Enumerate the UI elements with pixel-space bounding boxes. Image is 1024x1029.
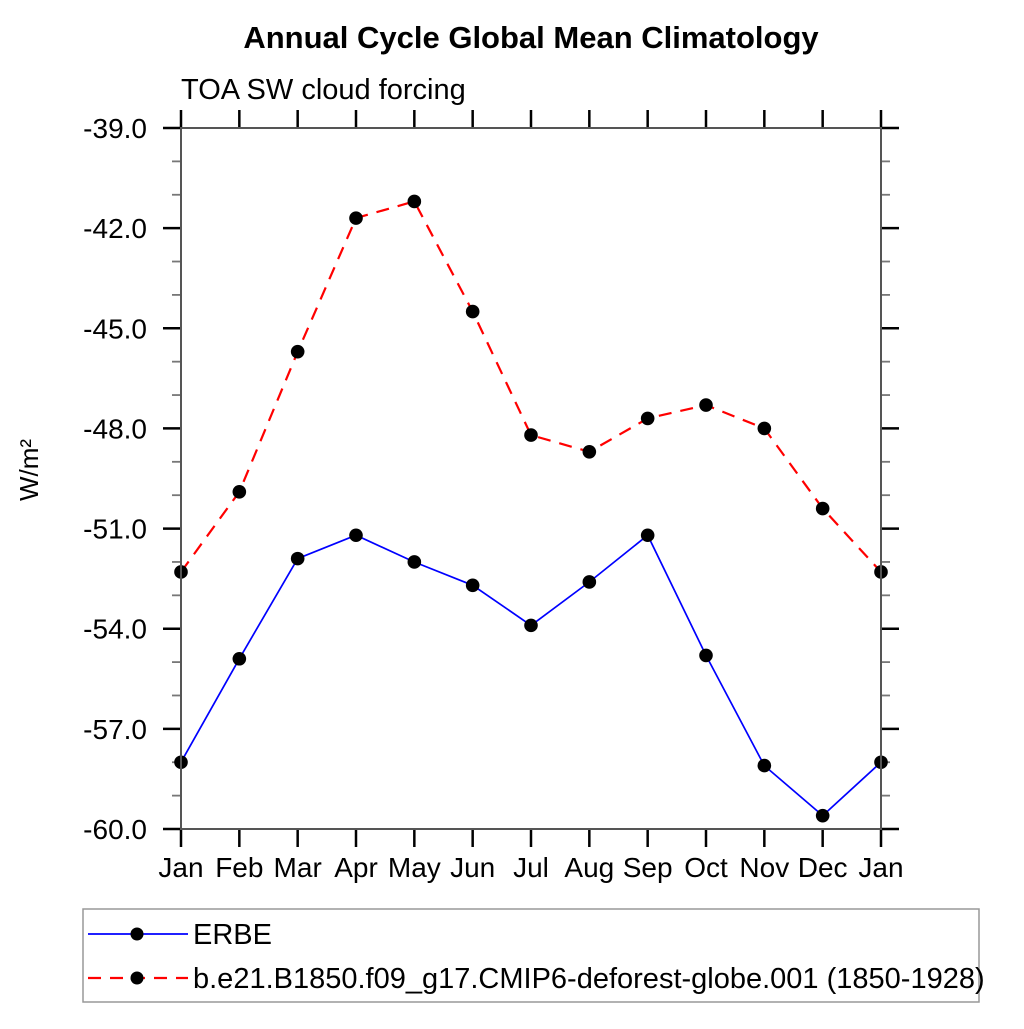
y-tick-label: -60.0 [83,814,147,845]
data-point [757,421,772,436]
x-tick-label: Sep [623,852,673,883]
data-point [465,304,480,319]
y-tick-label: -39.0 [83,113,147,144]
y-tick-label: -57.0 [83,714,147,745]
x-tick-label: Jan [858,852,903,883]
data-point [290,551,305,566]
y-tick-label: -42.0 [83,213,147,244]
data-point [290,344,305,359]
y-tick-label: -54.0 [83,614,147,645]
x-tick-label: Aug [564,852,614,883]
series-line-1 [180,200,882,573]
chart-title: Annual Cycle Global Mean Climatology [243,20,819,55]
x-tick-label: Jan [158,852,203,883]
plot-frame [180,127,882,830]
data-point [465,578,480,593]
data-point [524,618,538,633]
x-tick-label: Dec [798,852,848,883]
x-tick-label: Apr [334,852,378,883]
legend-swatch-marker [130,971,144,985]
data-point [407,194,422,209]
y-tick-label: -45.0 [83,313,147,344]
data-point [640,411,655,426]
data-point [582,444,597,459]
x-tick-label: Jul [513,852,549,883]
x-tick-label: Jun [450,852,495,883]
series-line-0 [180,533,882,817]
x-tick-label: Oct [684,852,728,883]
legend-label: ERBE [193,919,272,951]
y-axis-label: W/m² [14,439,44,501]
data-point [407,555,422,569]
legend: ERBE b.e21.B1850.f09_g17.CMIP6-deforest-g… [82,908,985,1003]
data-point [815,501,830,516]
data-point [524,428,538,442]
data-point [232,485,247,499]
y-tick-label: -51.0 [83,514,147,545]
x-tick-label: Mar [274,852,322,883]
chart-subtitle: TOA SW cloud forcing [181,74,466,106]
data-point [815,808,830,823]
x-tick-label: May [388,852,441,883]
data-point [349,528,363,543]
data-point [349,211,363,225]
data-point [640,528,655,543]
legend-swatch-marker [130,927,144,941]
data-point [582,575,597,589]
legend-label: b.e21.B1850.f09_g17.CMIP6-deforest-globe… [193,963,985,995]
data-point [232,651,247,666]
x-tick-label: Nov [739,852,789,883]
data-point [699,398,713,412]
x-tick-label: Feb [215,852,263,883]
legend-box [82,908,980,1003]
y-tick-label: -48.0 [83,413,147,444]
data-point [757,758,772,773]
data-point [699,648,713,663]
